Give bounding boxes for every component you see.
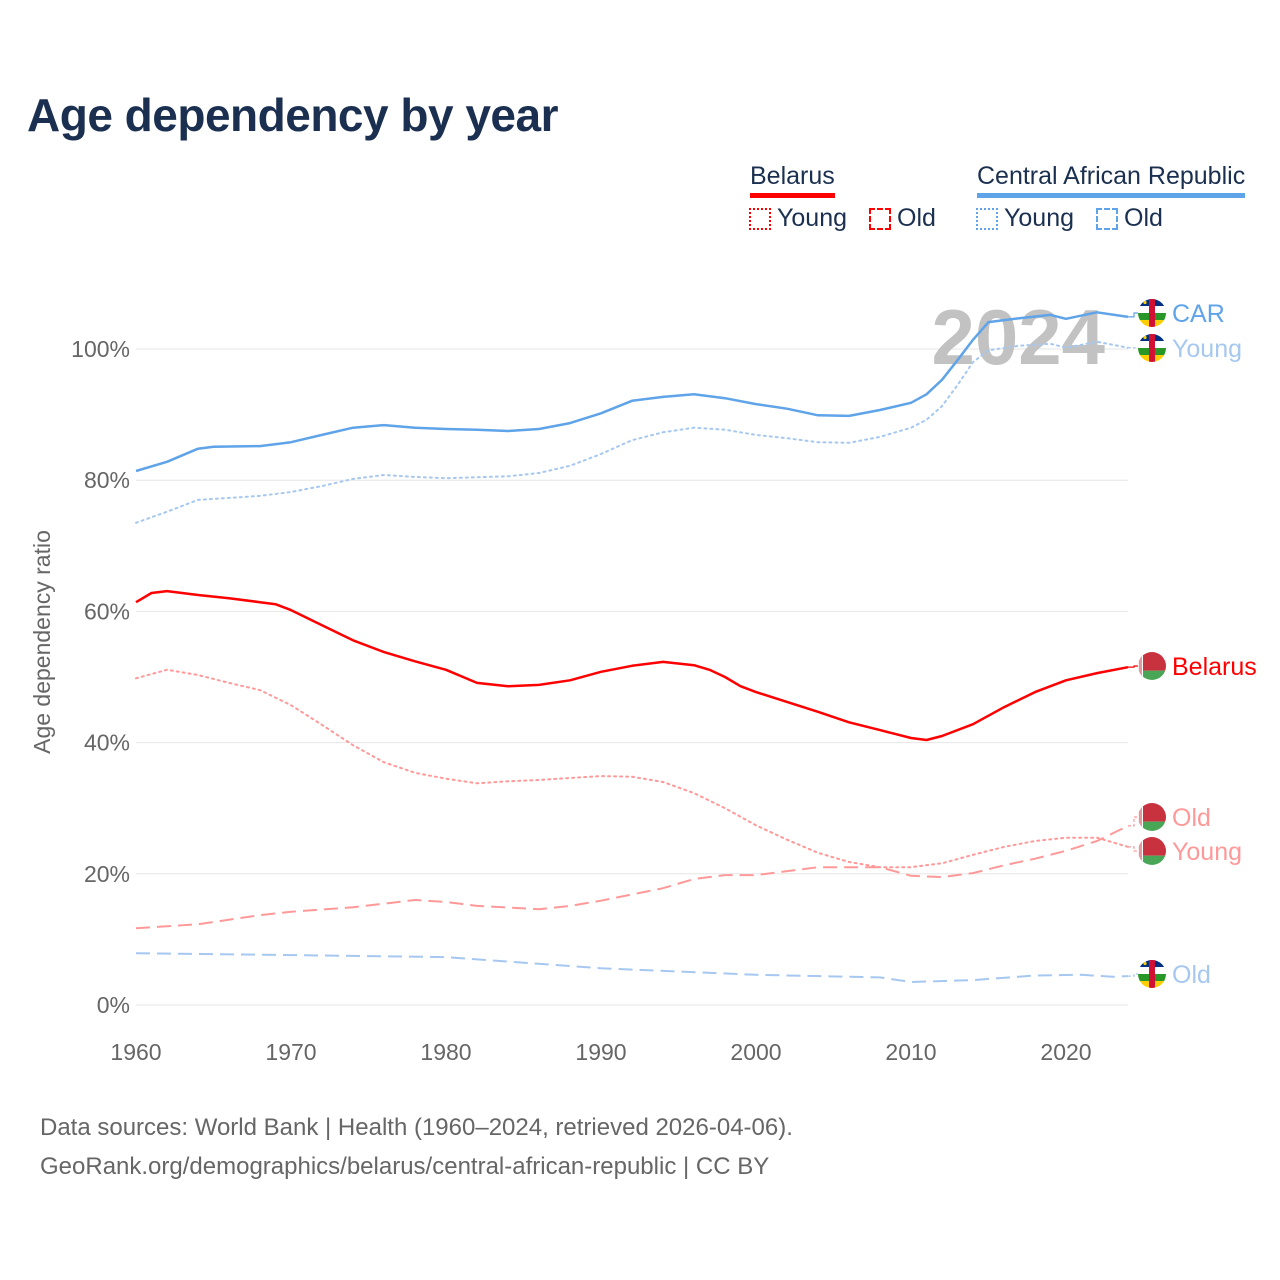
y-axis-label: Age dependency ratio bbox=[29, 530, 55, 754]
dashed-swatch-icon bbox=[1096, 207, 1118, 230]
end-label: Young bbox=[1172, 335, 1242, 363]
legend-belarus-old[interactable]: Old bbox=[869, 204, 936, 233]
belarus-flag-icon bbox=[1138, 803, 1166, 831]
car-flag-icon bbox=[1138, 299, 1166, 327]
flag-body bbox=[1138, 652, 1166, 680]
y-tick-label: 60% bbox=[84, 598, 130, 624]
flag-stripe bbox=[1138, 652, 1166, 671]
chart-title: Age dependency by year bbox=[27, 89, 558, 141]
x-tick-label: 1960 bbox=[110, 1039, 161, 1065]
dotted-swatch-icon bbox=[976, 207, 998, 230]
label-leader-line bbox=[1128, 312, 1138, 318]
legend-label: Young bbox=[1004, 204, 1074, 232]
end-label: Young bbox=[1172, 838, 1242, 866]
flag-ornament bbox=[1139, 652, 1142, 680]
car-flag-icon bbox=[1138, 960, 1166, 988]
flag-body bbox=[1138, 803, 1166, 831]
flag-body bbox=[1138, 299, 1166, 327]
source-text: Data sources: World Bank | Health (1960–… bbox=[40, 1114, 793, 1141]
series-line-car bbox=[135, 311, 1129, 473]
belarus-flag-icon bbox=[1138, 837, 1166, 865]
attribution-text: GeoRank.org/demographics/belarus/central… bbox=[40, 1153, 770, 1180]
car-flag-icon bbox=[1138, 334, 1166, 362]
series-line-car-young bbox=[135, 340, 1129, 524]
end-label: CAR bbox=[1172, 300, 1225, 328]
y-tick-label: 0% bbox=[97, 992, 130, 1018]
dotted-swatch-icon bbox=[749, 207, 771, 230]
flag-body bbox=[1138, 960, 1166, 988]
flag-ornament bbox=[1139, 803, 1142, 831]
flag-body bbox=[1138, 837, 1166, 865]
legend-group-belarus[interactable]: Belarus bbox=[750, 162, 835, 198]
legend-label: Young bbox=[777, 204, 847, 232]
end-label: Old bbox=[1172, 804, 1211, 832]
flag-stripe bbox=[1149, 334, 1155, 362]
flag-stripe bbox=[1138, 855, 1166, 865]
legend-car-old[interactable]: Old bbox=[1096, 204, 1163, 233]
flag-stripe bbox=[1149, 960, 1155, 988]
flag-stripe bbox=[1138, 670, 1166, 680]
flag-stripe bbox=[1138, 837, 1166, 856]
flag-stripe bbox=[1149, 299, 1155, 327]
label-leader-line bbox=[1128, 973, 1138, 977]
end-label: Belarus bbox=[1172, 653, 1257, 681]
footer: Data sources: World Bank | Health (1960–… bbox=[40, 1108, 793, 1186]
flag-star bbox=[1143, 335, 1147, 340]
series-line-belarus-young bbox=[135, 668, 1129, 869]
label-leader-line bbox=[1128, 846, 1138, 852]
x-tick-label: 1980 bbox=[420, 1039, 471, 1065]
y-tick-label: 40% bbox=[84, 730, 130, 756]
x-tick-label: 1990 bbox=[575, 1039, 626, 1065]
x-tick-label: 1970 bbox=[265, 1039, 316, 1065]
year-watermark: 2024 bbox=[931, 293, 1105, 381]
flag-ornament bbox=[1139, 837, 1142, 865]
series-line-belarus-old bbox=[135, 825, 1129, 930]
y-tick-label: 80% bbox=[84, 467, 130, 493]
y-tick-label: 20% bbox=[84, 861, 130, 887]
x-tick-label: 2020 bbox=[1040, 1039, 1091, 1065]
x-tick-label: 2000 bbox=[730, 1039, 781, 1065]
x-tick-label: 2010 bbox=[885, 1039, 936, 1065]
legend-group-car[interactable]: Central African Republic bbox=[977, 162, 1246, 198]
legend-label: Old bbox=[1124, 204, 1163, 232]
flag-star bbox=[1143, 300, 1147, 305]
series-line-belarus bbox=[135, 589, 1129, 742]
legend-car-young[interactable]: Young bbox=[976, 204, 1074, 233]
dashed-swatch-icon bbox=[869, 207, 891, 230]
legend-label: Old bbox=[897, 204, 936, 232]
series-line-car-old bbox=[135, 952, 1129, 983]
legend-belarus-young[interactable]: Young bbox=[749, 204, 847, 233]
y-tick-label: 100% bbox=[71, 336, 130, 362]
belarus-flag-icon bbox=[1138, 652, 1166, 680]
end-label: Old bbox=[1172, 961, 1211, 989]
flag-stripe bbox=[1138, 821, 1166, 831]
label-leader-line bbox=[1128, 665, 1138, 668]
flag-stripe bbox=[1138, 803, 1166, 822]
flag-star bbox=[1143, 961, 1147, 966]
label-leader-line bbox=[1128, 816, 1138, 827]
flag-body bbox=[1138, 334, 1166, 362]
